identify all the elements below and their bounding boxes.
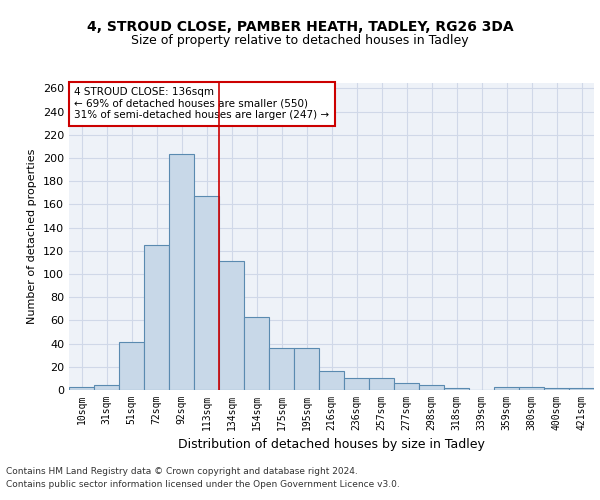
Text: 4 STROUD CLOSE: 136sqm
← 69% of detached houses are smaller (550)
31% of semi-de: 4 STROUD CLOSE: 136sqm ← 69% of detached… [74,87,329,120]
Bar [569,388,594,390]
Bar [519,386,544,390]
Bar [394,383,419,390]
Bar [169,154,194,390]
Text: Contains HM Land Registry data © Crown copyright and database right 2024.: Contains HM Land Registry data © Crown c… [6,467,358,476]
Bar [94,386,119,390]
Y-axis label: Number of detached properties: Number of detached properties [28,148,37,324]
Bar [269,348,294,390]
Bar [294,348,319,390]
Bar [344,378,369,390]
Text: 4, STROUD CLOSE, PAMBER HEATH, TADLEY, RG26 3DA: 4, STROUD CLOSE, PAMBER HEATH, TADLEY, R… [86,20,514,34]
Bar [494,386,519,390]
Bar [244,317,269,390]
X-axis label: Distribution of detached houses by size in Tadley: Distribution of detached houses by size … [178,438,485,452]
Bar [144,245,169,390]
Bar [219,261,244,390]
Bar [69,386,94,390]
Bar [544,388,569,390]
Bar [319,372,344,390]
Bar [194,196,219,390]
Text: Contains public sector information licensed under the Open Government Licence v3: Contains public sector information licen… [6,480,400,489]
Bar [444,388,469,390]
Bar [419,386,444,390]
Text: Size of property relative to detached houses in Tadley: Size of property relative to detached ho… [131,34,469,47]
Bar [369,378,394,390]
Bar [119,342,144,390]
